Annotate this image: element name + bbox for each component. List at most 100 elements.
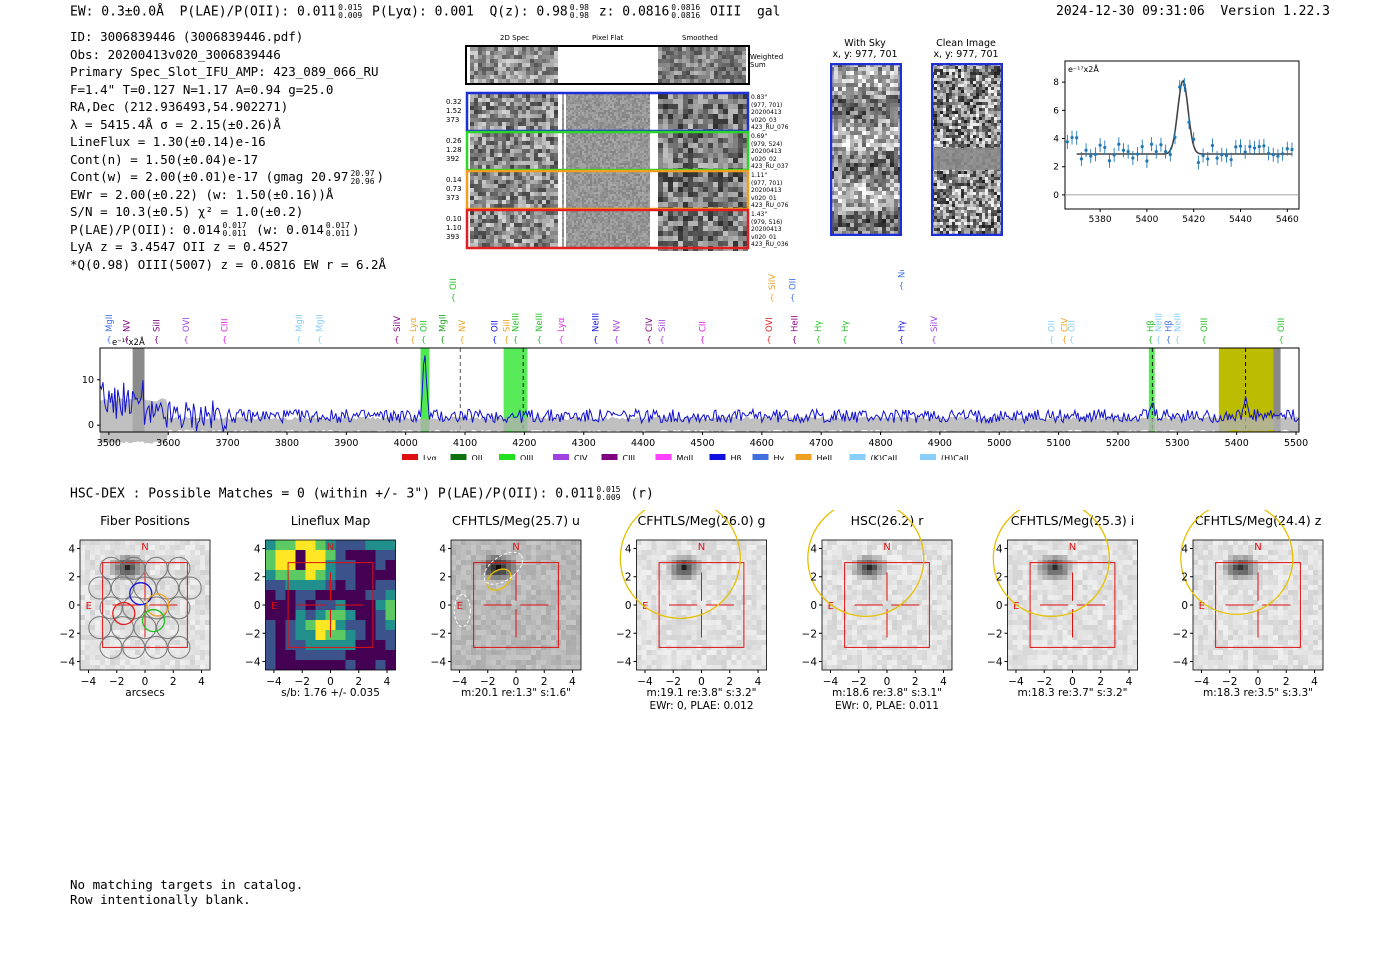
sky-pixel <box>907 565 912 570</box>
sky-pixel <box>135 545 140 550</box>
hsc-lo: 0.009 <box>596 493 621 502</box>
sky-pixel <box>1283 640 1288 645</box>
sky-pixel <box>180 625 185 630</box>
sky-pixel <box>756 600 762 605</box>
sky-pixel <box>175 585 180 590</box>
sky-pixel <box>681 625 687 630</box>
sky-pixel <box>706 540 712 545</box>
sky-pixel <box>1318 560 1323 565</box>
sky-pixel <box>877 545 882 550</box>
sky-pixel <box>531 600 536 605</box>
sky-pixel <box>1228 660 1233 665</box>
sky-pixel <box>887 610 892 615</box>
sky-pixel <box>576 655 581 660</box>
sky-pixel <box>1017 660 1023 665</box>
sky-pixel <box>125 605 130 610</box>
sky-pixel <box>721 590 727 595</box>
sky-pixel <box>822 645 827 650</box>
sky-pixel <box>1308 660 1313 665</box>
sky-pixel <box>1087 600 1093 605</box>
sky-pixel <box>185 660 190 665</box>
sky-pixel <box>691 615 697 620</box>
sky-pixel <box>541 565 546 570</box>
sky-pixel <box>912 605 917 610</box>
legend-swatch <box>553 454 569 460</box>
sky-pixel <box>746 575 752 580</box>
sky-pixel <box>897 550 902 555</box>
sky-pixel <box>922 625 927 630</box>
sky-pixel <box>546 610 551 615</box>
sky-pixel <box>736 550 742 555</box>
hsc-dex-line: HSC-DEX : Possible Matches = 0 (within +… <box>70 486 654 502</box>
row-2dspec-0 <box>470 94 558 130</box>
sky-pixel <box>1293 665 1298 670</box>
sky-pixel <box>205 600 210 605</box>
sky-pixel <box>852 575 857 580</box>
sky-pixel <box>832 575 837 580</box>
sky-pixel <box>937 635 942 640</box>
sky-pixel <box>1198 640 1203 645</box>
sky-pixel <box>887 545 892 550</box>
sky-pixel <box>872 625 877 630</box>
sky-pixel <box>145 580 150 585</box>
sky-pixel <box>80 620 85 625</box>
sky-pixel <box>561 655 566 660</box>
sky-pixel <box>511 655 516 660</box>
sky-pixel <box>1077 625 1083 630</box>
sky-pixel <box>1007 650 1013 655</box>
sky-pixel <box>526 595 531 600</box>
row-right-value: 20200413 <box>751 226 782 234</box>
sky-pixel <box>1223 585 1228 590</box>
sky-pixel <box>1017 545 1023 550</box>
sky-pixel <box>1278 580 1283 585</box>
sky-pixel <box>561 645 566 650</box>
sky-pixel <box>1293 630 1298 635</box>
lineflux-cell <box>365 600 376 610</box>
sky-pixel <box>636 660 642 665</box>
sky-pixel <box>1047 540 1053 545</box>
sky-pixel <box>456 585 461 590</box>
sky-pixel <box>165 555 170 560</box>
sky-pixel <box>832 570 837 575</box>
sky-pixel <box>461 650 466 655</box>
sky-pixel <box>681 605 687 610</box>
sky-pixel <box>897 620 902 625</box>
sky-pixel <box>1092 640 1098 645</box>
sky-pixel <box>451 575 456 580</box>
sky-pixel <box>1057 540 1063 545</box>
sky-pixel <box>867 610 872 615</box>
sky-pixel <box>526 570 531 575</box>
sky-pixel <box>1198 630 1203 635</box>
sky-pixel <box>195 590 200 595</box>
sky-pixel <box>696 600 702 605</box>
sky-pixel <box>1293 550 1298 555</box>
sky-pixel <box>155 580 160 585</box>
sky-pixel <box>521 590 526 595</box>
sky-pixel <box>1037 615 1043 620</box>
north-label: N <box>883 542 890 553</box>
sky-pixel <box>195 550 200 555</box>
fiber-circle <box>110 576 134 600</box>
sky-pixel <box>175 570 180 575</box>
sky-pixel <box>892 660 897 665</box>
sky-pixel <box>521 570 526 575</box>
row-left-value: 0.10 <box>446 215 462 223</box>
sky-pixel <box>1253 595 1258 600</box>
timestamp-version: 2024-12-30 09:31:06 Version 1.22.3 <box>1056 4 1330 19</box>
sky-pixel <box>1263 555 1268 560</box>
sky-pixel <box>511 600 516 605</box>
legend-swatch <box>709 454 726 460</box>
sky-pixel <box>190 615 195 620</box>
sky-pixel <box>486 550 491 555</box>
plae-hi: 0.015 <box>338 3 363 12</box>
row-right-value: 423_RU_076 <box>751 202 789 210</box>
sky-pixel <box>1087 555 1093 560</box>
sky-pixel <box>561 600 566 605</box>
sky-pixel <box>1273 640 1278 645</box>
sky-pixel <box>862 620 867 625</box>
sky-pixel <box>887 650 892 655</box>
sky-pixel <box>105 580 110 585</box>
sky-pixel <box>200 650 205 655</box>
sky-pixel <box>205 650 210 655</box>
